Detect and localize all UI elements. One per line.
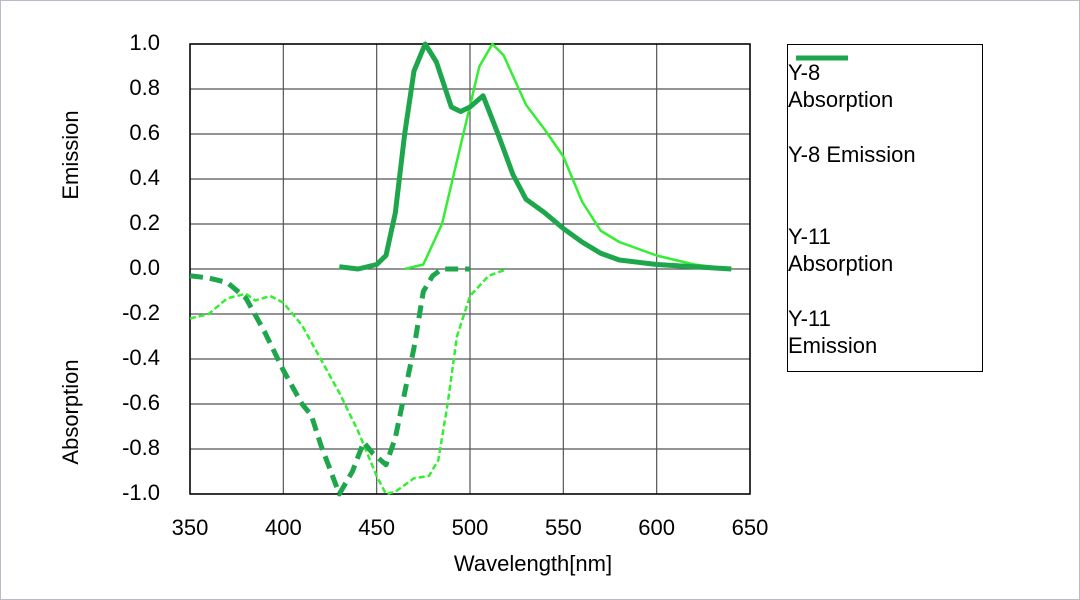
y-axis-label-lower: Absorption bbox=[58, 359, 83, 464]
y-tick-label: -0.8 bbox=[122, 435, 160, 460]
x-tick-label: 600 bbox=[638, 515, 675, 540]
legend: Y-8 Absorption Y-8 Emission Y-11 Absorptio… bbox=[787, 44, 983, 372]
legend-item: Y-11 Absorption bbox=[788, 55, 982, 305]
legend-item: Y-8 Emission bbox=[788, 56, 982, 223]
y-tick-label: 0.4 bbox=[129, 165, 160, 190]
legend-swatch bbox=[796, 55, 848, 61]
y-tick-label: 0.2 bbox=[129, 210, 160, 235]
y-tick-label: 0.8 bbox=[129, 75, 160, 100]
series-line bbox=[339, 41, 732, 272]
x-tick-label: 650 bbox=[732, 515, 769, 540]
legend-label: Y-11 Absorption bbox=[788, 224, 894, 276]
series-line bbox=[404, 42, 732, 271]
y-axis-label-upper: Emission bbox=[58, 110, 83, 199]
x-tick-label: 550 bbox=[545, 515, 582, 540]
series-line bbox=[189, 267, 508, 496]
x-axis-label: Wavelength[nm] bbox=[454, 551, 612, 576]
y-tick-label: 0.0 bbox=[129, 255, 160, 280]
legend-item: Y-11 Emission bbox=[788, 55, 982, 387]
y-tick-label: -0.4 bbox=[122, 345, 160, 370]
legend-label: Y-11 Emission bbox=[788, 306, 878, 358]
y-tick-label: -0.2 bbox=[122, 300, 160, 325]
x-tick-label: 400 bbox=[265, 515, 302, 540]
series-line bbox=[189, 266, 470, 497]
legend-label: Y-8 Absorption bbox=[788, 60, 894, 112]
x-tick-label: 450 bbox=[358, 515, 395, 540]
y-tick-label: 0.6 bbox=[129, 120, 160, 145]
x-tick-label: 500 bbox=[452, 515, 489, 540]
legend-item: Y-8 Absorption bbox=[788, 56, 982, 141]
y-tick-label: -0.6 bbox=[122, 390, 160, 415]
y-tick-label: -1.0 bbox=[122, 480, 160, 505]
y-tick-label: 1.0 bbox=[129, 30, 160, 55]
legend-label: Y-8 Emission bbox=[788, 142, 916, 167]
x-tick-label: 350 bbox=[172, 515, 209, 540]
plot-border bbox=[189, 43, 751, 495]
